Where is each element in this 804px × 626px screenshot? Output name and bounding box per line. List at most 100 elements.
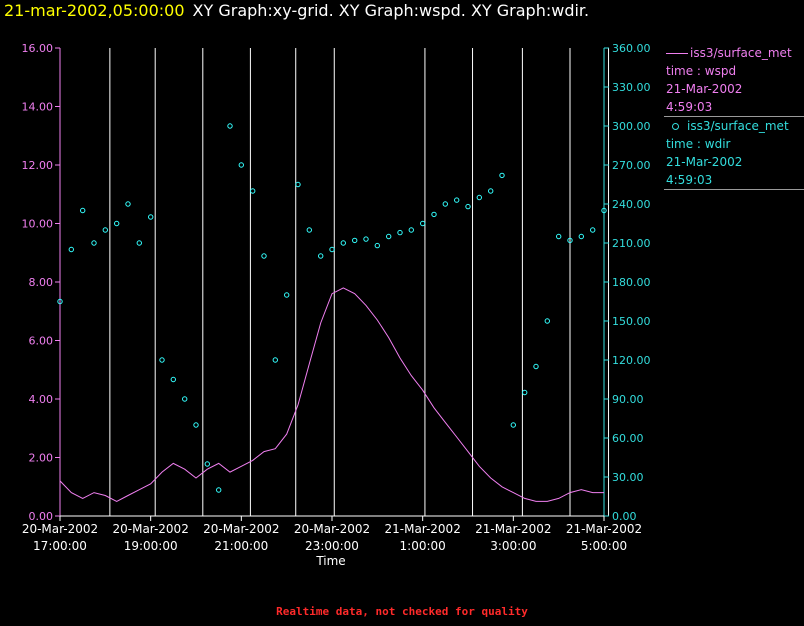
x-tick-time: 5:00:00	[581, 539, 627, 553]
wdir-point	[499, 172, 505, 179]
legend-wdir-date: 21-Mar-2002	[666, 155, 743, 169]
y-left-tick-label: 14.00	[22, 101, 54, 114]
legend-wdir-time: 4:59:03	[666, 173, 713, 187]
legend-wdir-field: time : wdir	[666, 137, 731, 151]
wdir-point	[306, 227, 312, 233]
x-tick-date: 21-Mar-2002	[566, 522, 642, 536]
wdir-point	[386, 233, 392, 240]
x-tick-date: 20-Mar-2002	[112, 522, 188, 536]
y-left-tick-label: 16.00	[22, 42, 54, 55]
x-tick-time: 21:00:00	[214, 539, 268, 553]
axes-layer: 0.00 2.00 4.00 6.00 8.00 10.00 12.00 14.00 16.00…	[22, 42, 651, 553]
wdir-point	[91, 240, 97, 246]
wdir-point	[544, 318, 550, 324]
wdir-point	[170, 376, 177, 383]
wdir-point	[397, 229, 403, 236]
wdir-point	[488, 188, 494, 194]
y-right-tick-label: 270.00	[612, 159, 651, 172]
legend: iss3/surface_met time : wspd 21-Mar-2002…	[664, 44, 804, 190]
wdir-point	[522, 389, 528, 396]
y-right-tick-label: 300.00	[612, 120, 651, 133]
x-tick-time: 1:00:00	[400, 539, 446, 553]
wdir-point	[454, 197, 460, 203]
legend-wspd-name: iss3/surface_met	[690, 46, 792, 60]
y-right-tick-label: 30.00	[612, 471, 644, 484]
wdir-point	[238, 162, 245, 168]
line-swatch-icon	[666, 53, 688, 54]
x-axis-title: Time	[315, 554, 345, 568]
grid-layer	[109, 48, 610, 516]
wdir-point	[182, 396, 188, 402]
x-tick-date: 20-Mar-2002	[203, 522, 279, 536]
wdir-point	[136, 240, 143, 246]
legend-wspd: iss3/surface_met time : wspd 21-Mar-2002…	[664, 44, 804, 116]
x-tick-date: 20-Mar-2002	[22, 522, 98, 536]
legend-wdir-name: iss3/surface_met	[687, 119, 789, 133]
legend-wdir: iss3/surface_met time : wdir 21-Mar-2002…	[664, 117, 804, 189]
wdir-point	[590, 227, 596, 233]
wdir-point	[476, 194, 482, 201]
wdir-point	[442, 201, 448, 207]
wdir-point	[420, 220, 426, 227]
y-right-tick-label: 180.00	[612, 276, 651, 289]
wdir-point	[431, 211, 437, 218]
wdir-point	[272, 357, 278, 363]
wdir-point	[204, 461, 211, 467]
graph-title: 21-mar-2002,05:00:00 XY Graph:xy-grid. XY…	[4, 1, 589, 20]
legend-divider	[664, 189, 804, 190]
x-tick-date: 21-Mar-2002	[475, 522, 551, 536]
wdir-point	[329, 246, 335, 253]
x-tick-date: 20-Mar-2002	[294, 522, 370, 536]
wdir-point	[295, 181, 301, 188]
wdir-point	[148, 214, 154, 220]
wdir-point	[352, 237, 358, 244]
legend-wspd-date: 21-Mar-2002	[666, 82, 743, 96]
wdir-point	[114, 220, 120, 227]
x-tick-time: 23:00:00	[305, 539, 359, 553]
legend-wspd-time: 4:59:03	[666, 100, 713, 114]
wdir-point	[261, 253, 267, 259]
y-right-tick-label: 360.00	[612, 42, 651, 55]
y-right-tick-label: 90.00	[612, 393, 644, 406]
wdir-point	[408, 227, 414, 233]
y-left-tick-label: 4.00	[29, 393, 54, 406]
wdir-point	[57, 298, 63, 305]
wdir-point	[284, 292, 290, 298]
wdir-point	[567, 237, 573, 244]
y-right-tick-label: 240.00	[612, 198, 651, 211]
y-right-tick-label: 150.00	[612, 315, 651, 328]
y-left-tick-label: 10.00	[22, 218, 54, 231]
y-right-tick-label: 210.00	[612, 237, 651, 250]
wdir-point	[80, 207, 86, 214]
wdir-point	[227, 123, 233, 129]
wdir-point	[250, 188, 256, 194]
x-tick-date: 21-Mar-2002	[384, 522, 460, 536]
x-tick-time: 3:00:00	[490, 539, 536, 553]
wdir-point	[510, 422, 516, 428]
wdir-point	[601, 207, 607, 214]
y-left-tick-label: 12.00	[22, 159, 54, 172]
wdir-point	[556, 233, 562, 240]
y-left-tick-label: 2.00	[29, 452, 54, 465]
wdir-point	[193, 422, 199, 428]
y-right-tick-label: 120.00	[612, 354, 651, 367]
wdir-point	[340, 240, 346, 246]
y-right-tick-label: 330.00	[612, 81, 651, 94]
legend-divider	[664, 116, 804, 117]
quality-notice: Realtime data, not checked for quality	[276, 605, 528, 618]
wdir-point	[465, 203, 471, 210]
wdir-point	[125, 201, 131, 207]
wdir-point	[216, 487, 222, 493]
title-graphs: XY Graph:xy-grid. XY Graph:wspd. XY Grap…	[192, 1, 590, 20]
y-left-tick-label: 6.00	[29, 335, 54, 348]
y-right-tick-label: 0.00	[612, 510, 637, 523]
wdir-point	[159, 357, 165, 363]
wdir-point	[102, 227, 109, 233]
title-timestamp: 21-mar-2002,05:00:00	[4, 1, 185, 20]
wdir-point	[533, 363, 539, 370]
wdir-point	[363, 236, 369, 242]
wdir-point	[578, 233, 584, 240]
x-tick-time: 19:00:00	[124, 539, 178, 553]
wspd-line	[59, 287, 604, 502]
